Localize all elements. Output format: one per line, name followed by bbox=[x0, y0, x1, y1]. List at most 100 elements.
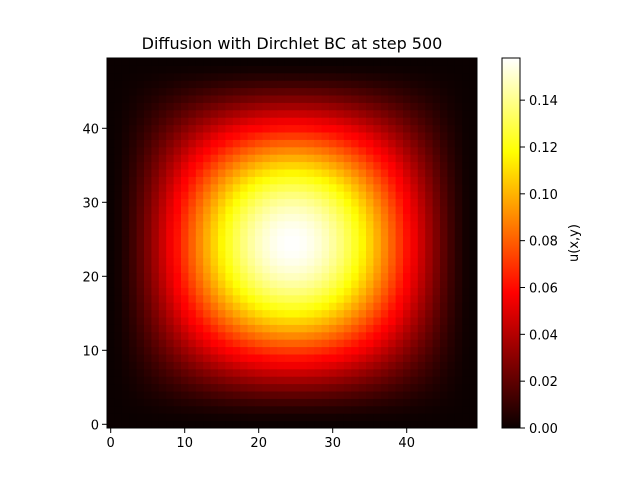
heatmap-cell bbox=[454, 154, 463, 163]
heatmap-cell bbox=[469, 80, 478, 89]
heatmap-cell bbox=[410, 324, 419, 333]
heatmap-cell bbox=[247, 161, 256, 170]
heatmap-cell bbox=[151, 302, 160, 311]
heatmap-cell bbox=[210, 354, 219, 362]
heatmap-cell bbox=[440, 265, 448, 274]
heatmap-cell bbox=[247, 169, 256, 177]
heatmap-cell bbox=[210, 169, 219, 177]
heatmap-cell bbox=[447, 346, 456, 355]
heatmap-cell bbox=[114, 302, 123, 311]
heatmap-cell bbox=[225, 317, 234, 325]
heatmap-cell bbox=[247, 235, 256, 244]
heatmap-cell bbox=[425, 324, 434, 333]
heatmap-cell bbox=[269, 206, 278, 214]
heatmap-cell bbox=[417, 213, 426, 222]
heatmap-cell bbox=[166, 154, 175, 163]
heatmap-cell bbox=[151, 169, 160, 177]
heatmap-cell bbox=[225, 391, 234, 399]
x-axis: 0 10 20 30 40 bbox=[107, 428, 415, 451]
heatmap-cell bbox=[188, 95, 197, 103]
heatmap-cell bbox=[107, 176, 115, 185]
heatmap-cell bbox=[373, 243, 382, 251]
heatmap-cell bbox=[373, 302, 382, 311]
heatmap-cell bbox=[166, 95, 175, 103]
heatmap-cell bbox=[232, 265, 241, 274]
heatmap-cell bbox=[277, 398, 286, 407]
heatmap-cell bbox=[366, 65, 374, 74]
heatmap-cell bbox=[129, 87, 138, 96]
heatmap-cell bbox=[269, 228, 278, 237]
heatmap-cell bbox=[462, 368, 471, 377]
heatmap-cell bbox=[403, 368, 411, 377]
heatmap-cell bbox=[277, 87, 286, 96]
heatmap-cell bbox=[269, 354, 278, 362]
heatmap-cell bbox=[284, 109, 293, 118]
heatmap-cell bbox=[269, 58, 278, 66]
heatmap-cell bbox=[425, 87, 434, 96]
heatmap-cell bbox=[144, 102, 152, 111]
heatmap-cell bbox=[114, 398, 123, 407]
heatmap-cell bbox=[403, 183, 411, 192]
heatmap-cell bbox=[158, 87, 167, 96]
heatmap-cell bbox=[144, 265, 152, 274]
heatmap-cell bbox=[262, 191, 271, 200]
heatmap-cell bbox=[366, 235, 374, 244]
heatmap-cell bbox=[136, 346, 145, 355]
heatmap-cell bbox=[262, 87, 271, 96]
heatmap-cell bbox=[262, 117, 271, 126]
heatmap-cell bbox=[173, 272, 182, 281]
heatmap-cell bbox=[358, 117, 367, 126]
heatmap-cell bbox=[366, 368, 374, 377]
heatmap-cell bbox=[210, 139, 219, 148]
heatmap-cell bbox=[129, 339, 138, 348]
heatmap-cell bbox=[247, 80, 256, 89]
heatmap-cell bbox=[454, 368, 463, 377]
heatmap-cell bbox=[144, 198, 152, 207]
heatmap-cell bbox=[329, 154, 337, 163]
heatmap-cell bbox=[255, 272, 263, 281]
heatmap-cell bbox=[121, 383, 130, 392]
heatmap-cell bbox=[388, 420, 397, 429]
heatmap-cell bbox=[121, 228, 130, 237]
heatmap-cell bbox=[343, 65, 352, 74]
heatmap-cell bbox=[410, 309, 419, 318]
heatmap-cell bbox=[417, 139, 426, 148]
heatmap-cell bbox=[395, 191, 404, 200]
heatmap-cell bbox=[203, 257, 212, 266]
heatmap-cell bbox=[462, 146, 471, 155]
heatmap-cell bbox=[277, 317, 286, 325]
heatmap-cell bbox=[299, 72, 308, 81]
heatmap-cell bbox=[218, 376, 226, 385]
heatmap-cell bbox=[225, 250, 234, 259]
heatmap-cell bbox=[292, 272, 300, 281]
heatmap-cell bbox=[144, 139, 152, 148]
heatmap-cell bbox=[299, 102, 308, 111]
heatmap-cell bbox=[343, 139, 352, 148]
heatmap-cell bbox=[351, 139, 360, 148]
heatmap-cell bbox=[247, 58, 256, 66]
heatmap-cell bbox=[181, 146, 189, 155]
heatmap-cell bbox=[425, 420, 434, 429]
heatmap-cell bbox=[255, 257, 263, 266]
heatmap-cell bbox=[440, 272, 448, 281]
heatmap-cell bbox=[277, 331, 286, 340]
heatmap-cell bbox=[314, 95, 323, 103]
heatmap-cell bbox=[255, 413, 263, 422]
heatmap-cell bbox=[388, 243, 397, 251]
heatmap-cell bbox=[380, 265, 389, 274]
heatmap-cell bbox=[247, 280, 256, 288]
heatmap-cell bbox=[469, 309, 478, 318]
heatmap-cell bbox=[343, 302, 352, 311]
heatmap-cell bbox=[380, 161, 389, 170]
heatmap-cell bbox=[210, 146, 219, 155]
heatmap-cell bbox=[195, 302, 204, 311]
heatmap-cell bbox=[218, 272, 226, 281]
heatmap-cell bbox=[373, 287, 382, 296]
heatmap-cell bbox=[210, 317, 219, 325]
heatmap-cell bbox=[203, 250, 212, 259]
heatmap-cell bbox=[462, 95, 471, 103]
heatmap-cell bbox=[269, 294, 278, 303]
heatmap-cell bbox=[144, 191, 152, 200]
heatmap-cell bbox=[403, 420, 411, 429]
heatmap-cell bbox=[269, 235, 278, 244]
